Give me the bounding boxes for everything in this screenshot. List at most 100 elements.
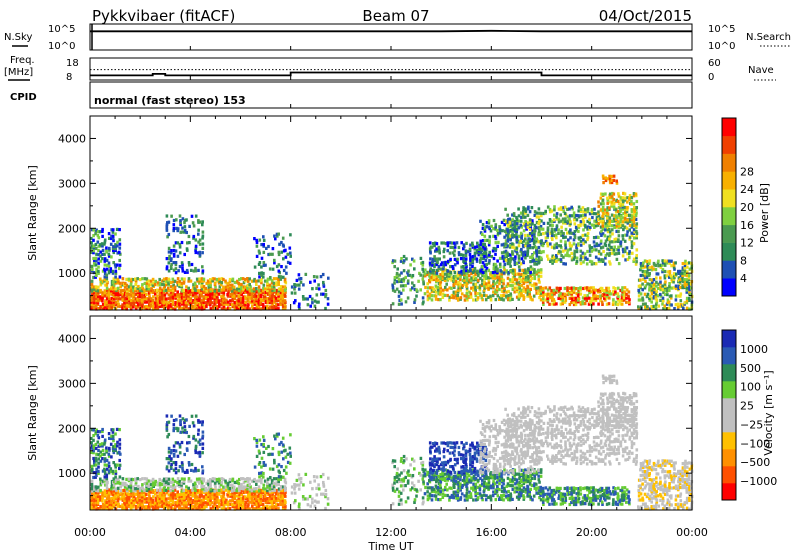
power-cell xyxy=(662,299,665,303)
power-cell xyxy=(533,235,536,239)
power-cell xyxy=(106,290,109,294)
power-cell xyxy=(561,292,565,296)
power-cell xyxy=(648,296,651,300)
power-cell xyxy=(415,294,418,298)
power-cell xyxy=(228,307,232,311)
power-cell xyxy=(471,245,475,249)
power-cell xyxy=(643,292,647,296)
power-cell xyxy=(669,296,673,300)
power-cell xyxy=(426,290,429,294)
power-cell xyxy=(581,233,585,238)
power-cell xyxy=(645,259,649,264)
power-cell xyxy=(480,296,484,300)
power-cell xyxy=(90,241,93,245)
power-cell xyxy=(431,268,435,272)
power-cell xyxy=(395,271,399,276)
power-cell xyxy=(226,300,230,304)
velocity-cell xyxy=(171,494,175,499)
power-cell xyxy=(112,293,115,297)
power-cell xyxy=(92,249,95,253)
power-cell xyxy=(522,297,526,301)
power-cell xyxy=(492,246,496,251)
power-cell xyxy=(174,263,178,267)
power-cell xyxy=(163,293,167,297)
power-cell xyxy=(484,298,488,302)
power-cell xyxy=(444,268,447,272)
power-cell xyxy=(608,192,612,196)
power-cell xyxy=(322,280,325,285)
velocity-cell xyxy=(195,501,199,505)
power-cell xyxy=(528,221,532,225)
velocity-cell xyxy=(211,496,215,500)
power-cell xyxy=(584,213,587,217)
power-cell xyxy=(432,277,436,282)
power-cell xyxy=(566,215,570,219)
power-cell xyxy=(499,269,502,273)
velocity-cell xyxy=(169,499,172,503)
power-cell xyxy=(632,194,636,198)
power-cell xyxy=(254,279,258,283)
velocity-cell xyxy=(134,497,138,501)
power-cell xyxy=(114,275,117,279)
velocity-cell xyxy=(187,499,190,503)
power-cell xyxy=(118,266,121,271)
power-cell xyxy=(160,293,164,297)
power-cell xyxy=(433,274,436,278)
power-cell xyxy=(274,283,278,287)
velocity-cell xyxy=(182,490,186,494)
power-cell xyxy=(428,247,432,251)
power-cell xyxy=(476,292,479,296)
power-cell xyxy=(668,272,672,276)
power-x-ticks xyxy=(89,116,693,310)
velocity-cell xyxy=(238,493,241,497)
power-cell xyxy=(615,252,618,256)
power-cell xyxy=(655,276,658,280)
power-cell xyxy=(681,278,685,282)
power-cell xyxy=(584,256,587,260)
power-cell xyxy=(518,219,521,223)
power-cell xyxy=(498,256,502,260)
power-cell xyxy=(527,205,530,209)
power-cell xyxy=(468,253,472,257)
power-cell xyxy=(101,302,105,306)
power-cell xyxy=(276,292,280,296)
power-cell xyxy=(525,276,528,280)
power-cell xyxy=(275,288,278,293)
power-cell xyxy=(118,263,122,267)
power-cell xyxy=(194,303,197,307)
power-cell xyxy=(604,224,607,228)
power-cell xyxy=(485,262,488,267)
power-cell xyxy=(172,244,176,248)
power-cell xyxy=(147,297,151,301)
velocity-cell xyxy=(116,489,119,493)
power-cell xyxy=(92,228,95,232)
power-cell xyxy=(469,261,472,265)
power-cell xyxy=(224,307,228,311)
power-cell xyxy=(283,285,287,289)
power-cell xyxy=(650,292,654,296)
power-cell xyxy=(635,260,638,264)
power-cell xyxy=(132,278,135,282)
velocity-cell xyxy=(163,505,166,509)
power-cell xyxy=(522,276,525,280)
power-cell xyxy=(577,300,580,304)
power-cell xyxy=(165,265,169,269)
power-cell xyxy=(604,176,607,180)
power-cell xyxy=(559,258,563,262)
power-cell xyxy=(564,248,567,252)
power-cell xyxy=(209,303,212,307)
power-cell xyxy=(599,208,603,212)
power-cell xyxy=(266,277,270,281)
power-cell xyxy=(545,294,549,298)
power-cell xyxy=(391,259,395,263)
power-cell xyxy=(479,256,483,260)
power-cell xyxy=(402,254,406,259)
power-cell xyxy=(608,243,611,247)
power-cell xyxy=(201,220,204,224)
power-cell xyxy=(259,292,263,296)
power-cell xyxy=(98,243,102,247)
power-cell xyxy=(273,304,276,309)
power-cell xyxy=(635,248,639,252)
power-cell xyxy=(92,251,95,255)
power-cell xyxy=(583,294,586,298)
